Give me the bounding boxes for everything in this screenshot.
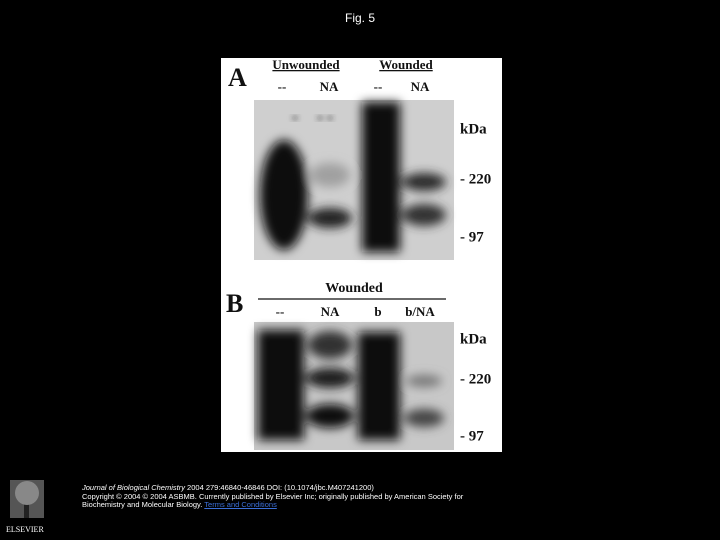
lane-label: -- [278, 79, 287, 94]
blot-a-bands [260, 102, 446, 252]
lane-label: b [374, 304, 381, 319]
unit-label: kDa [460, 121, 487, 137]
lane-label: NA [411, 79, 430, 94]
panel-label: B [226, 289, 243, 318]
slide-title: Fig. 5 [344, 11, 375, 25]
blot-b-bands [258, 330, 444, 440]
citation: Journal of Biological Chemistry 2004 279… [82, 483, 502, 510]
lane-label: -- [374, 79, 383, 94]
unit-label: kDa [460, 331, 487, 347]
copyright: Copyright © 2004 © 2004 ASBMB. Currently… [82, 491, 464, 510]
lane-label: NA [320, 79, 339, 94]
lane-label: NA [321, 304, 340, 319]
group-label: Unwounded [272, 57, 340, 72]
terms-link[interactable]: Terms and Conditions [204, 500, 277, 510]
lane-label: b/NA [405, 304, 435, 319]
panel-label: A [228, 63, 247, 92]
citation-text: 2004 279:46840-46846 DOI: (10.1074/jbc.M… [184, 483, 374, 492]
marker-label: - 220 [460, 371, 491, 387]
marker-label: - 220 [460, 171, 491, 187]
marker-label: - 97 [460, 229, 484, 245]
lane-label: -- [276, 304, 285, 319]
journal-name: Journal of Biological Chemistry [82, 483, 185, 492]
publisher-logo: ELSEVIER [6, 480, 44, 534]
marker-label: - 97 [460, 428, 484, 444]
group-label: Wounded [325, 281, 383, 296]
group-label: Wounded [379, 57, 433, 72]
publisher-name: ELSEVIER [6, 525, 44, 534]
